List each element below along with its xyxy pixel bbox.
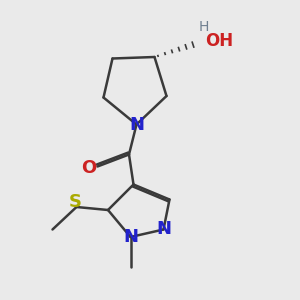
Text: N: N bbox=[156, 220, 171, 238]
Text: N: N bbox=[129, 116, 144, 134]
Text: O: O bbox=[81, 159, 96, 177]
Text: H: H bbox=[199, 20, 209, 34]
Text: S: S bbox=[68, 193, 82, 211]
Text: OH: OH bbox=[205, 32, 233, 50]
Text: N: N bbox=[123, 228, 138, 246]
